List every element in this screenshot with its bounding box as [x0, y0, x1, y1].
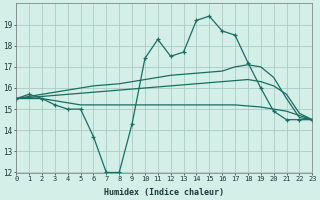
X-axis label: Humidex (Indice chaleur): Humidex (Indice chaleur) — [104, 188, 224, 197]
